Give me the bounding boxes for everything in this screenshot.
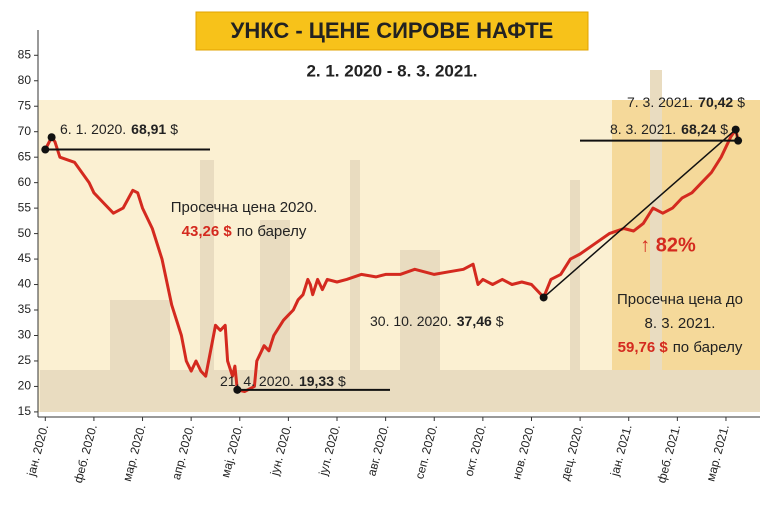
- y-tick-label: 60: [18, 175, 32, 189]
- highlight-band: [612, 100, 760, 412]
- chart-title: УНКС - ЦЕНЕ СИРОВЕ НАФТЕ: [231, 18, 554, 43]
- annotation-date: 8. 3. 2021.: [610, 121, 676, 137]
- annotation-date: 6. 1. 2020.: [60, 121, 126, 137]
- x-tick-label: окт. 2020.: [462, 423, 489, 478]
- annotation-point: [233, 385, 242, 394]
- y-tick-label: 15: [18, 404, 32, 418]
- x-tick-label: мар. 2020.: [120, 423, 149, 483]
- x-tick-label: јан. 2021.: [607, 423, 634, 478]
- annotation-point: [731, 125, 740, 134]
- y-tick-label: 80: [18, 73, 32, 87]
- annotation-unit: $: [737, 94, 745, 110]
- x-tick-label: феб. 2021.: [654, 423, 683, 485]
- annotation-value: 37,46: [457, 313, 492, 329]
- change-label: ↑ 82%: [640, 234, 696, 256]
- annotation-value: 19,33: [299, 373, 334, 389]
- price-line: [43, 128, 740, 393]
- chart-subtitle: 2. 1. 2020 - 8. 3. 2021.: [306, 61, 477, 80]
- x-tick-label: јун. 2020.: [267, 423, 294, 478]
- note-tail: по барелу: [237, 223, 307, 240]
- note-price: 43,26 $: [182, 223, 233, 240]
- y-tick-label: 40: [18, 277, 32, 291]
- note-line: 8. 3. 2021.: [645, 315, 716, 332]
- annotation-date: 7. 3. 2021.: [627, 94, 693, 110]
- x-tick-label: апр. 2020.: [169, 423, 197, 481]
- annotation-unit: $: [338, 373, 346, 389]
- x-tick-label: мај. 2020.: [218, 423, 246, 479]
- y-tick-label: 20: [18, 379, 32, 393]
- annotation: 21. 4. 2020. 19,33 $: [220, 373, 346, 389]
- x-tick-label: сеп. 2020.: [412, 423, 440, 481]
- y-tick-label: 85: [18, 47, 32, 61]
- note-line: Просечна цена до: [617, 291, 743, 308]
- annotation-unit: $: [496, 313, 504, 329]
- x-tick-label: јан. 2020.: [24, 423, 51, 478]
- note-value: 59,76 $ по барелу: [618, 339, 743, 356]
- refinery-silhouette: [40, 70, 760, 412]
- annotation-point: [47, 133, 56, 142]
- y-tick-label: 30: [18, 328, 32, 342]
- x-tick-label: нов. 2020.: [509, 423, 537, 481]
- y-tick-label: 55: [18, 200, 32, 214]
- annotation-value: 68,24: [681, 121, 716, 137]
- annotation: 8. 3. 2021. 68,24 $: [610, 121, 728, 137]
- y-tick-label: 70: [18, 124, 32, 138]
- annotation-date: 30. 10. 2020.: [370, 313, 452, 329]
- note-value: 43,26 $ по барелу: [182, 223, 307, 240]
- annotation-unit: $: [720, 121, 728, 137]
- connector: [543, 128, 737, 299]
- x-tick-label: авг. 2020.: [364, 423, 391, 478]
- x-tick-label: јул. 2020.: [316, 423, 343, 478]
- annotation-value: 70,42: [698, 94, 733, 110]
- annotation: 30. 10. 2020. 37,46 $: [370, 313, 504, 329]
- note-price: 59,76 $: [618, 339, 669, 356]
- annotation-point: [41, 145, 50, 154]
- note-tail: по барелу: [673, 339, 743, 356]
- y-tick-label: 50: [18, 226, 32, 240]
- annotation-point: [539, 293, 548, 302]
- x-tick-label: дец. 2020.: [558, 423, 586, 482]
- y-tick-label: 25: [18, 353, 32, 367]
- x-tick-label: феб. 2020.: [71, 423, 100, 485]
- annotation: 6. 1. 2020. 68,91 $: [60, 121, 178, 137]
- annotation-date: 21. 4. 2020.: [220, 373, 294, 389]
- y-tick-label: 35: [18, 302, 32, 316]
- note-line: Просечна цена 2020.: [171, 199, 318, 216]
- y-tick-label: 65: [18, 149, 32, 163]
- y-tick-label: 45: [18, 251, 32, 265]
- annotation-point: [734, 136, 743, 145]
- title-box: [195, 11, 589, 51]
- x-tick-label: мар. 2021.: [703, 423, 732, 483]
- annotation-unit: $: [170, 121, 178, 137]
- annotation-value: 68,91: [131, 121, 166, 137]
- annotation: 7. 3. 2021. 70,42 $: [627, 94, 745, 110]
- y-tick-label: 75: [18, 98, 32, 112]
